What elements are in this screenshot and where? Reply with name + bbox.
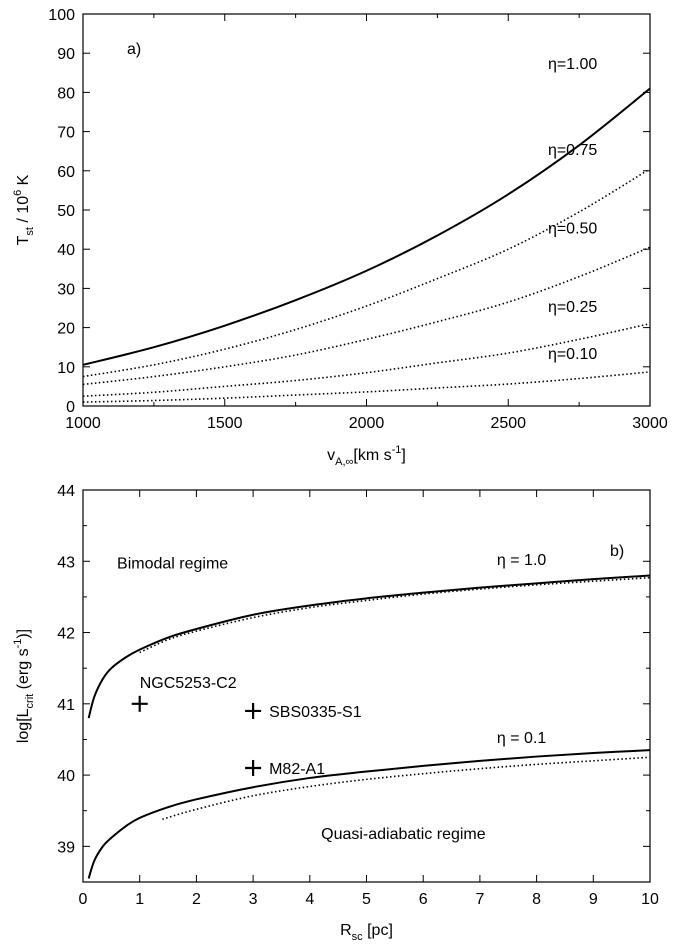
panel-label: a): [127, 41, 141, 58]
y-label-mid: (erg s: [15, 648, 32, 693]
annotation: Quasi-adiabatic regime: [321, 826, 486, 843]
annotation: Bimodal regime: [117, 555, 228, 572]
series-line-0: [83, 87, 650, 366]
point-label: M82-A1: [269, 761, 325, 778]
y-tick-label: 40: [57, 768, 75, 785]
series-line-1: [139, 576, 650, 654]
x-tick-label: 2000: [349, 415, 385, 432]
y-tick-label: 70: [57, 125, 75, 142]
y-tick-label: 0: [66, 399, 75, 416]
annotation: η=0.50: [548, 221, 597, 238]
data-point: NGC5253-C2: [131, 675, 237, 712]
x-tick-label: 5: [362, 891, 371, 908]
y-tick-label: 42: [57, 626, 75, 643]
panel-label: b): [610, 543, 624, 560]
x-tick-label: 7: [475, 891, 484, 908]
y-axis-label: log[Lcrit (erg s-1)]: [12, 629, 36, 743]
y-tick-label: 39: [57, 839, 75, 856]
y-label-sup: -1: [12, 639, 24, 649]
series-line-3: [162, 756, 650, 821]
x-label-sub: A,∞: [335, 456, 353, 468]
y-label-end: K: [15, 174, 32, 189]
x-tick-label: 2500: [490, 415, 526, 432]
point-label: NGC5253-C2: [140, 675, 237, 692]
y-tick-label: 44: [57, 483, 75, 500]
y-tick-label: 90: [57, 46, 75, 63]
y-tick-label: 50: [57, 203, 75, 220]
x-tick-label: 4: [305, 891, 314, 908]
y-tick-label: 40: [57, 242, 75, 259]
data-point: M82-A1: [245, 759, 325, 778]
y-label-sub: st: [24, 227, 36, 236]
chart-panel-b: 0 1 2 3 4 5 6 7 8 9 10 39 40 41 42 43 44 NGC5253-C2 SBS033…: [12, 483, 659, 943]
x-label-sup: -1: [392, 444, 402, 456]
x-axis-label: vA,∞[km s-1]: [327, 444, 406, 468]
chart-panel-a: 1000 1500 2000 2500 3000 0 10 20 30 40 50 60 70 80 90 1…: [12, 7, 668, 468]
x-tick-label: 6: [419, 891, 428, 908]
y-axis-label: Tst / 106 K: [12, 174, 36, 245]
y-label-mid: / 10: [15, 196, 32, 227]
x-tick-label: 3000: [632, 415, 668, 432]
x-tick-label: 0: [79, 891, 88, 908]
x-label-end: ]: [401, 447, 405, 464]
y-tick-label: 20: [57, 321, 75, 338]
y-label-main: log[L: [15, 708, 32, 743]
x-tick-label: 10: [641, 891, 659, 908]
x-label-sub: sc: [352, 931, 364, 943]
series-line-1: [83, 168, 650, 378]
x-label-unit: [km s: [353, 447, 391, 464]
y-tick-label: 41: [57, 697, 75, 714]
x-label-main: v: [327, 447, 335, 464]
data-point: SBS0335-S1: [245, 702, 362, 721]
x-tick-label: 1: [135, 891, 144, 908]
y-tick-label: 10: [57, 360, 75, 377]
x-tick-label: 1000: [65, 415, 101, 432]
annotation: η=0.25: [548, 299, 597, 316]
y-tick-label: 30: [57, 281, 75, 298]
series-line-0: [87, 574, 650, 719]
annotation: η=0.10: [548, 346, 597, 363]
series-line-2: [87, 749, 650, 879]
y-tick-label: 60: [57, 164, 75, 181]
x-tick-label: 8: [532, 891, 541, 908]
y-tick-label: 80: [57, 85, 75, 102]
x-label-main: R: [340, 922, 352, 939]
annotation: η = 1.0: [497, 552, 546, 569]
annotation: η = 0.1: [497, 730, 546, 747]
y-label-sub: crit: [24, 694, 36, 709]
series-line-2: [83, 246, 650, 386]
annotation: η=0.75: [548, 142, 597, 159]
x-tick-label: 1500: [207, 415, 243, 432]
x-tick-label: 9: [589, 891, 598, 908]
annotation: η=1.00: [548, 56, 597, 73]
series-line-4: [83, 371, 650, 403]
x-tick-label: 3: [249, 891, 258, 908]
point-label: SBS0335-S1: [269, 704, 362, 721]
y-tick-label: 100: [48, 7, 75, 24]
x-axis-label: Rsc [pc]: [340, 922, 393, 943]
y-label-main: T: [15, 235, 32, 245]
series-line-3: [83, 322, 650, 397]
y-label-sup: 6: [12, 190, 24, 196]
x-label-unit: [pc]: [363, 922, 393, 939]
y-label-end: )]: [15, 629, 32, 639]
x-tick-label: 2: [192, 891, 201, 908]
y-tick-label: 43: [57, 554, 75, 571]
